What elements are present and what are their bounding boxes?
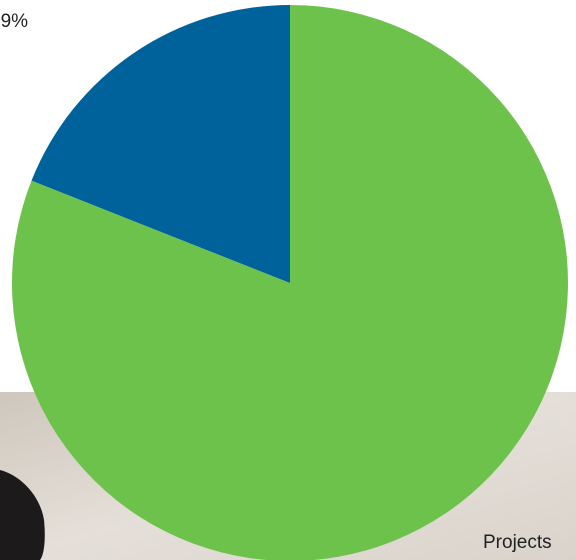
pie-slice	[12, 5, 568, 560]
pie	[12, 4, 568, 560]
photo-hair	[0, 470, 45, 560]
labels: Projects 19%	[0, 11, 552, 553]
value-label: 19%	[0, 11, 28, 32]
pie-slice	[31, 4, 291, 283]
category-label: Projects	[483, 532, 552, 553]
